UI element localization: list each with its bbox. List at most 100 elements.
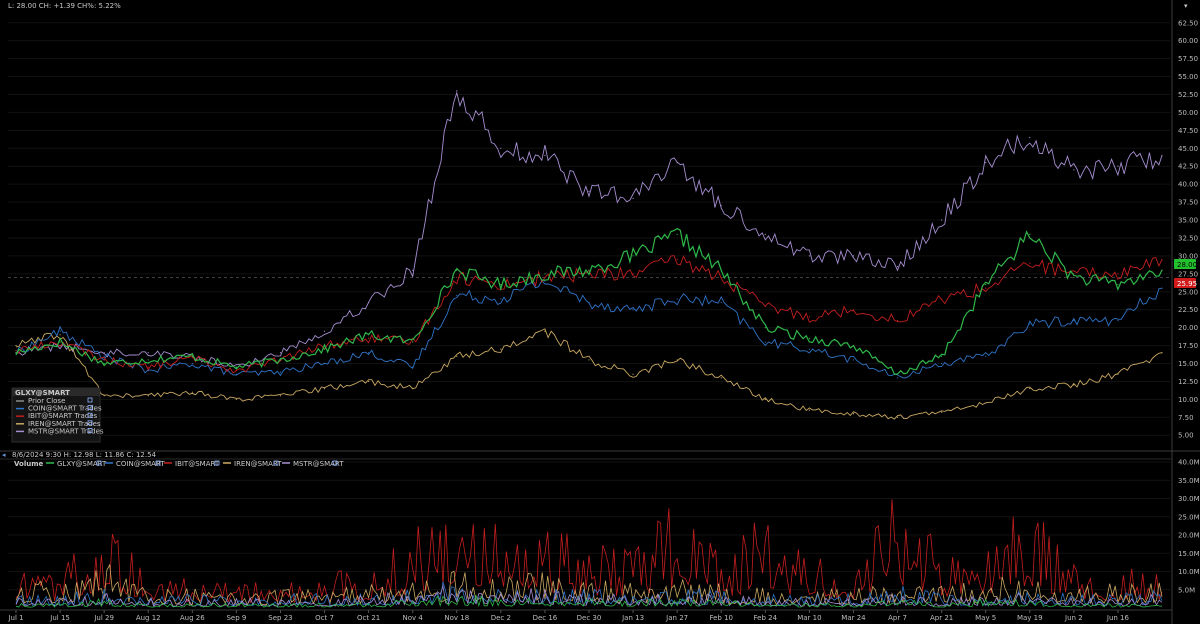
price-point (941, 411, 943, 413)
volume-legend-checkbox[interactable] (214, 460, 220, 466)
volume-series-iren (15, 563, 1163, 607)
time-tick-label: Dec 30 (577, 614, 602, 622)
volume-tick-label: 5.0M (1178, 586, 1195, 594)
price-point (544, 330, 546, 332)
time-tick-label: May 5 (975, 614, 996, 622)
price-point (1161, 287, 1163, 289)
price-point (588, 301, 590, 304)
volume-legend-label: GLXY@SMART (57, 460, 107, 468)
volume-tick-label: 20.0M (1178, 532, 1200, 540)
volume-series-mstr (15, 584, 1163, 607)
legend-visibility-checkbox[interactable] (87, 412, 93, 418)
legend-visibility-checkbox[interactable] (87, 397, 93, 403)
price-point (985, 162, 987, 164)
price-tick-label: 52.50 (1178, 91, 1198, 99)
volume-legend[interactable]: Volume GLXY@SMART COIN@SMART IBIT@SMART IRE… (14, 460, 344, 468)
price-series-iren (15, 328, 1163, 420)
price-point (764, 327, 766, 329)
volume-tick-label: 25.0M (1178, 513, 1200, 521)
price-point (764, 341, 766, 343)
price-point (368, 301, 370, 304)
price-point (1161, 269, 1163, 271)
time-tick-label: Feb 10 (709, 614, 733, 622)
time-tick-label: Aug 26 (180, 614, 205, 622)
price-tick-label: 32.50 (1178, 234, 1198, 242)
price-point (103, 352, 105, 354)
price-point (500, 147, 502, 149)
price-point (1029, 323, 1031, 325)
legend-visibility-checkbox[interactable] (87, 427, 93, 433)
price-y-axis: 5.00 7.50 10.00 12.50 15.00 17.50 20.00 22.50 25… (8, 19, 1198, 440)
time-tick-label: Jan 13 (621, 614, 644, 622)
price-point (632, 373, 634, 375)
price-point (852, 413, 855, 415)
price-point (808, 348, 810, 350)
price-point (456, 355, 458, 357)
time-tick-label: Mar 10 (797, 614, 821, 622)
price-point (985, 287, 987, 289)
legend-visibility-checkbox[interactable] (87, 420, 93, 426)
price-point (1029, 136, 1031, 139)
price-point (941, 355, 943, 357)
volume-legend-checkbox[interactable] (96, 460, 102, 466)
time-tick-label: Nov 4 (403, 614, 424, 622)
price-point (544, 154, 546, 157)
price-tick-label: 17.50 (1178, 342, 1198, 350)
price-tick-label: 47.50 (1178, 127, 1198, 135)
price-point (323, 348, 326, 350)
legend-item-label: MSTR@SMART Trades (28, 427, 104, 435)
volume-tick-label: 30.0M (1178, 495, 1200, 503)
price-info-readout: L: 28.00 CH: +1.39 CH%: 5.22% (8, 2, 121, 10)
time-x-axis: Jul 1 Jul 15 Jul 29 Aug 12 Aug 26 Sep 9 Sep 23… (7, 610, 1130, 622)
price-point (985, 402, 987, 404)
price-point (1161, 154, 1163, 157)
price-tick-label: 60.00 (1178, 37, 1198, 45)
price-point (191, 357, 193, 359)
volume-legend-label: MSTR@SMART (293, 460, 344, 468)
price-tick-label: 30.00 (1178, 252, 1198, 260)
price-point (59, 334, 61, 336)
price-point (808, 337, 810, 339)
svg-text:25.95: 25.95 (1177, 280, 1197, 288)
last-price-badge-red: 25.95 (1174, 278, 1197, 288)
price-point (808, 409, 810, 411)
price-point (191, 355, 193, 357)
legend-visibility-checkbox[interactable] (87, 405, 93, 411)
price-point (456, 90, 458, 92)
price-point (588, 269, 590, 271)
price-point (235, 373, 237, 375)
volume-legend-checkbox[interactable] (332, 460, 338, 466)
price-point (456, 276, 458, 279)
price-tick-label: 40.00 (1178, 181, 1198, 189)
price-tick-label: 37.50 (1178, 199, 1198, 207)
price-tick-label: 62.50 (1178, 19, 1198, 27)
legend-item-label: IBIT@SMART Trades (28, 412, 97, 420)
price-point (1161, 258, 1163, 261)
time-tick-label: Apr 21 (930, 614, 953, 622)
price-point (103, 355, 105, 357)
price-point (764, 233, 766, 235)
volume-legend-checkbox[interactable] (273, 460, 279, 466)
volume-legend-checkbox[interactable] (155, 460, 161, 466)
price-point (147, 395, 149, 397)
panel-menu-icon[interactable]: ▾ (1184, 2, 1188, 10)
price-point (368, 334, 370, 336)
panel-collapse-icon[interactable]: ◂ (2, 451, 6, 459)
price-point (1117, 373, 1119, 375)
price-point (852, 255, 855, 257)
time-tick-label: May 19 (1017, 614, 1043, 622)
price-point (368, 337, 370, 339)
price-point (103, 395, 105, 397)
price-point (764, 305, 766, 307)
price-point (1073, 384, 1075, 386)
price-point (1117, 319, 1119, 322)
price-point (1117, 283, 1119, 286)
price-point (1073, 319, 1075, 322)
price-point (15, 352, 17, 354)
price-point (368, 352, 370, 354)
price-point (676, 359, 678, 361)
price-tick-label: 10.00 (1178, 396, 1198, 404)
time-tick-label: Jan 27 (665, 614, 688, 622)
volume-legend-label: IREN@SMART (234, 460, 282, 468)
